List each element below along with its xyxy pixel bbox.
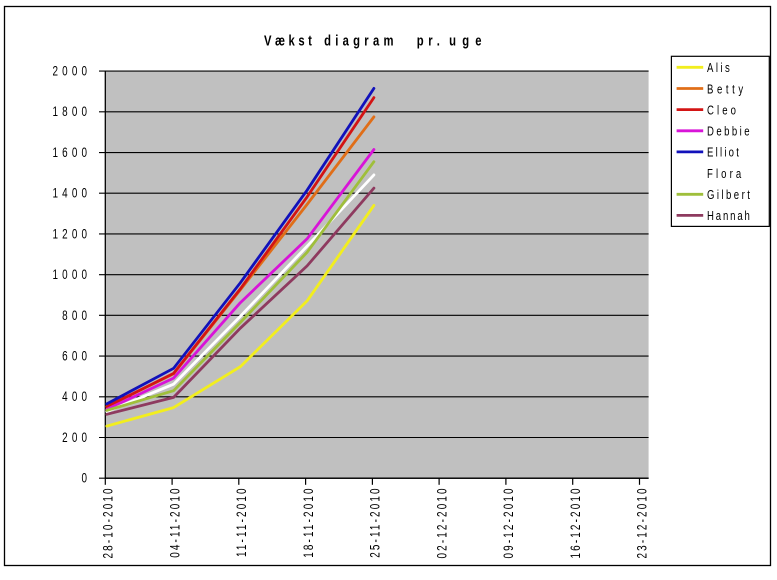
svg-text:Cleo: Cleo [707,104,739,118]
svg-text:Betty: Betty [707,83,747,97]
svg-text:Vækst: Vækst [264,32,315,49]
svg-text:0: 0 [82,470,92,486]
svg-text:Alis: Alis [707,62,732,76]
svg-text:uge: uge [449,32,488,49]
svg-text:1800: 1800 [52,104,91,120]
svg-text:Flora: Flora [707,168,744,182]
svg-text:16-12-2010: 16-12-2010 [567,486,583,558]
svg-text:11-11-2010: 11-11-2010 [233,486,249,557]
svg-text:2000: 2000 [52,63,91,79]
svg-text:02-12-2010: 02-12-2010 [434,486,450,558]
svg-text:09-12-2010: 09-12-2010 [500,486,516,558]
svg-text:25-11-2010: 25-11-2010 [367,486,383,557]
svg-text:800: 800 [62,307,91,323]
svg-text:1400: 1400 [52,185,91,201]
svg-text:Elliot: Elliot [707,146,741,160]
svg-text:1200: 1200 [52,226,91,242]
svg-text:18-11-2010: 18-11-2010 [300,486,316,557]
svg-text:23-12-2010: 23-12-2010 [634,486,650,558]
svg-text:04-11-2010: 04-11-2010 [167,486,183,557]
svg-text:600: 600 [62,348,91,364]
svg-text:Gilbert: Gilbert [707,189,752,203]
svg-text:28-10-2010: 28-10-2010 [100,486,116,558]
svg-text:1000: 1000 [52,266,91,282]
svg-text:Debbie: Debbie [707,125,752,139]
svg-text:diagram: diagram [324,32,398,49]
svg-text:Hannah: Hannah [707,210,752,224]
svg-text:400: 400 [62,389,91,405]
svg-text:200: 200 [62,429,91,445]
svg-text:1600: 1600 [52,144,91,160]
svg-text:pr.: pr. [417,32,445,49]
